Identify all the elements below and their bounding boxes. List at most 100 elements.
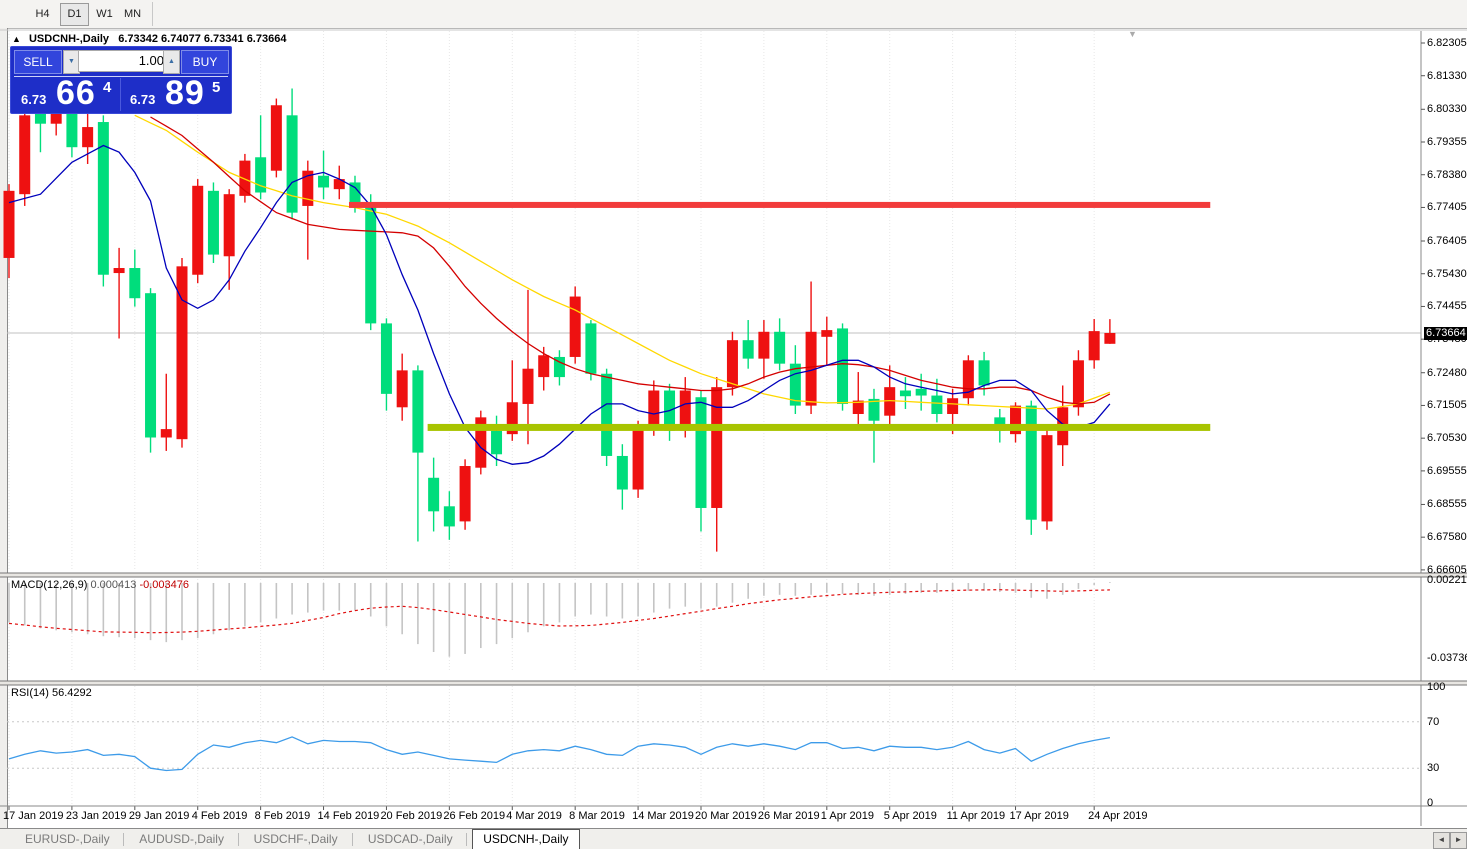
candle-body (113, 268, 125, 274)
macd-name: MACD(12,26,9) (11, 579, 88, 591)
candle-body (412, 370, 424, 453)
macd-signal-value: -0.003476 (139, 579, 189, 591)
symbol-tab-usdchf[interactable]: USDCHF-,Daily (253, 832, 338, 846)
candle-body (239, 160, 251, 196)
candles-group (3, 88, 1116, 552)
chart-shift-marker-icon[interactable]: ▼ (1128, 29, 1137, 39)
price-axis-label: 6.66605 (1427, 563, 1467, 576)
price-axis-label: 6.69555 (1427, 464, 1467, 477)
ma-slow-yellow-line (134, 114, 1111, 410)
date-axis-label: 17 Apr 2019 (1009, 810, 1069, 822)
date-axis-label: 14 Feb 2019 (317, 810, 380, 822)
date-axis-label: 26 Feb 2019 (443, 810, 506, 822)
price-axis-label: 6.71505 (1427, 399, 1467, 412)
date-axis-label: 23 Jan 2019 (65, 810, 127, 822)
panel-divider (14, 76, 228, 77)
candle-body (270, 105, 282, 171)
tab-scroll-left-button[interactable]: ◄ (1433, 832, 1450, 849)
candle-body (962, 360, 974, 399)
chart-ohlc-values: 6.73342 6.74077 6.73341 6.73664 (118, 33, 287, 45)
date-axis-label: 20 Mar 2019 (694, 810, 757, 822)
pane-splitter[interactable] (0, 573, 1467, 577)
volume-increase-icon[interactable]: ▲ (163, 50, 180, 74)
candle-body (129, 268, 141, 299)
candle-body (443, 506, 455, 527)
date-axis-label: 8 Mar 2019 (569, 810, 625, 822)
symbol-tab-audusd[interactable]: AUDUSD-,Daily (139, 832, 224, 846)
macd-axis-label: -0.037368 (1427, 651, 1467, 664)
resistance-level-line[interactable] (348, 201, 1211, 208)
sell-price-point: 4 (103, 79, 112, 96)
candle-body (207, 190, 219, 255)
price-axis-label: 6.70530 (1427, 432, 1467, 445)
candle-body (789, 363, 801, 406)
rsi-axis-label: 0 (1427, 797, 1434, 809)
buy-price-display[interactable]: 6.73 89 5 (122, 74, 229, 112)
chart-title: ▲ USDCNH-,Daily 6.73342 6.74077 6.73341 … (12, 33, 286, 47)
rsi-axis-label: 100 (1427, 681, 1446, 693)
one-click-trading-panel: SELL ▼ 1.00 ▲ BUY 6.73 66 4 6.73 89 5 (10, 46, 232, 114)
chart-canvas[interactable] (0, 28, 1467, 828)
bid-price-badge: 6.73664 (1424, 326, 1467, 340)
candle-body (365, 202, 377, 324)
date-axis-label: 5 Apr 2019 (883, 810, 937, 822)
candle-body (899, 390, 911, 397)
tab-separator (123, 833, 125, 846)
candle-body (758, 331, 770, 359)
candle-body (947, 398, 959, 415)
candle-body (726, 340, 738, 388)
date-axis-label: 29 Jan 2019 (128, 810, 190, 822)
candle-body (821, 330, 833, 337)
buy-price-point: 5 (212, 79, 221, 96)
candle-body (380, 323, 392, 394)
date-axis-label: 4 Feb 2019 (191, 810, 248, 822)
buy-button[interactable]: BUY (181, 50, 229, 74)
price-axis-label: 6.81330 (1427, 69, 1467, 82)
candle-body (695, 397, 707, 508)
price-axis-label: 6.77405 (1427, 201, 1467, 214)
timeframe-h4-button[interactable]: H4 (35, 8, 50, 20)
macd-label: MACD(12,26,9) 0.000413 -0.003476 (11, 579, 189, 591)
candle-body (192, 185, 204, 275)
candle-body (601, 373, 613, 456)
macd-axis-label: 0.002212 (1427, 573, 1467, 586)
timeframe-mn-button[interactable]: MN (123, 8, 142, 20)
panel-collapse-icon[interactable]: ▲ (12, 34, 21, 44)
price-axis-label: 6.72480 (1427, 366, 1467, 379)
price-axis-label: 6.82305 (1427, 37, 1467, 49)
ma-mid-red-line (150, 116, 1111, 405)
date-axis-label: 17 Jan 2019 (3, 810, 64, 822)
timeframe-w1-button[interactable]: W1 (96, 8, 113, 20)
volume-input[interactable]: 1.00 (78, 50, 171, 72)
pane-splitter[interactable] (0, 681, 1467, 685)
sell-button[interactable]: SELL (14, 50, 62, 74)
chart-symbol-label: USDCNH-,Daily (28, 33, 110, 45)
price-axis-label: 6.79355 (1427, 136, 1467, 148)
buy-price-pips: 89 (165, 74, 205, 112)
candle-body (286, 115, 298, 213)
symbol-tab-eurusd[interactable]: EURUSD-,Daily (25, 832, 110, 846)
candle-body (868, 398, 880, 421)
timeframe-d1-button[interactable]: D1 (60, 3, 89, 26)
rsi-line (8, 736, 1111, 772)
candle-body (632, 427, 644, 490)
date-axis-label: 20 Feb 2019 (380, 810, 443, 822)
tab-separator (466, 833, 468, 846)
candle-body (318, 175, 330, 188)
sell-price-display[interactable]: 6.73 66 4 (13, 74, 121, 112)
symbol-tab-usdcad[interactable]: USDCAD-,Daily (367, 832, 453, 846)
rsi-value: 56.4292 (51, 687, 92, 699)
date-axis-label: 14 Mar 2019 (632, 810, 694, 822)
candle-body (805, 331, 817, 406)
support-level-line[interactable] (427, 423, 1211, 431)
candle-body (3, 190, 15, 258)
candle-body (538, 355, 550, 378)
rsi-axis-label: 30 (1427, 762, 1440, 775)
candle-body (1041, 435, 1053, 522)
candle-body (648, 390, 660, 428)
symbol-tab-usdcnh[interactable]: USDCNH-,Daily (472, 829, 580, 849)
candle-body (553, 356, 565, 378)
candle-body (160, 429, 172, 438)
tab-scroll-right-button[interactable]: ► (1450, 832, 1467, 849)
